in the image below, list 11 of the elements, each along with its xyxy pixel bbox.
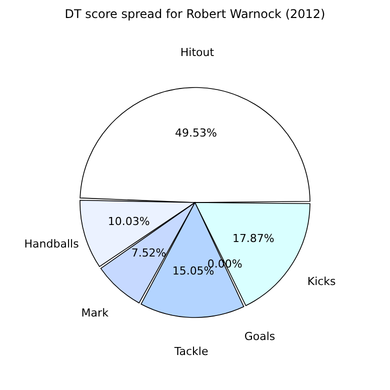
data-label: 10.03% <box>108 214 150 228</box>
data-label: 17.87% <box>232 232 274 246</box>
category-label: Goals <box>244 330 276 344</box>
slice-label: Kicks <box>307 275 336 288</box>
slice-label: Hitout <box>180 46 215 60</box>
slice-label: Mark <box>81 306 110 320</box>
chart-title: DT score spread for Robert Warnock (2012) <box>64 7 326 21</box>
slice-label: Tackle <box>173 344 208 358</box>
data-label: 49.53% <box>175 126 217 140</box>
data-label: 7.52% <box>131 246 166 260</box>
slice-label: Handballs <box>24 238 80 251</box>
